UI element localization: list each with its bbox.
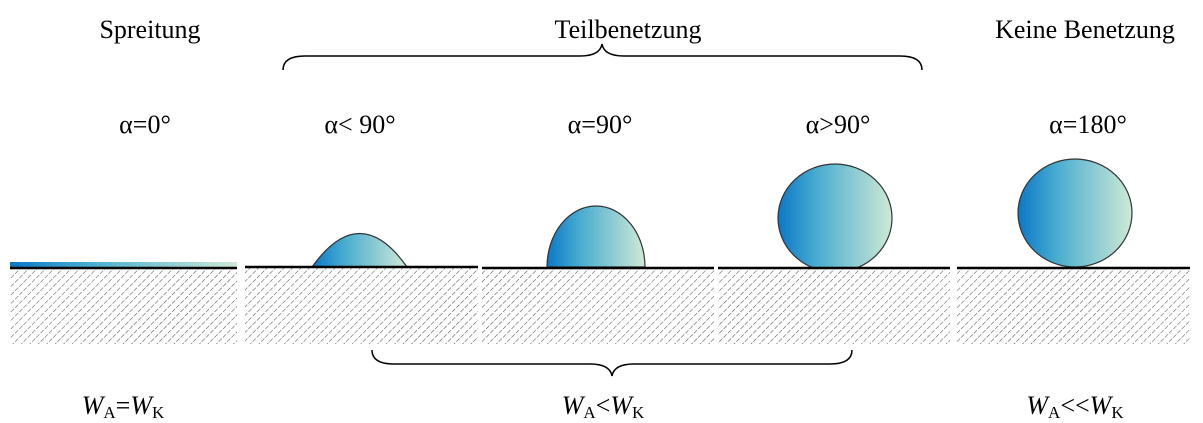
rhs-sub: K [632, 403, 645, 422]
lhs: W [562, 391, 586, 420]
relation: << [1060, 391, 1089, 420]
droplet [312, 234, 407, 268]
angle: α< 90° [324, 110, 395, 139]
lhs-sub: A [1048, 403, 1061, 422]
top-brace [283, 44, 922, 70]
droplet [547, 206, 645, 267]
header: Teilbenetzung [555, 15, 702, 44]
lhs: W [1026, 391, 1050, 420]
lhs: W [82, 391, 106, 420]
film [10, 262, 237, 267]
header: Spreitung [99, 15, 200, 44]
droplet [1018, 159, 1132, 267]
substrates [10, 268, 1190, 344]
formula: WA=WK [82, 391, 165, 422]
angle: α=180° [1049, 110, 1127, 139]
rhs: W [130, 391, 154, 420]
droplet [778, 164, 892, 272]
relation: = [116, 391, 131, 420]
rhs-sub: K [1111, 403, 1124, 422]
formula: WA<WK [562, 391, 645, 422]
wetting-diagram: Spreitung Teilbenetzung Keine Benetzung … [0, 0, 1203, 423]
rhs: W [610, 391, 634, 420]
lhs-sub: A [583, 403, 596, 422]
rhs: W [1090, 391, 1114, 420]
angle: α=0° [119, 110, 171, 139]
ground-lines [10, 267, 1190, 268]
relation: < [596, 391, 611, 420]
angle: α>90° [806, 110, 871, 139]
bottom-brace [372, 350, 852, 376]
rhs-sub: K [152, 403, 165, 422]
angle: α=90° [568, 110, 633, 139]
header: Keine Benetzung [995, 15, 1175, 44]
formula: WA<<WK [1026, 391, 1124, 422]
lhs-sub: A [103, 403, 116, 422]
